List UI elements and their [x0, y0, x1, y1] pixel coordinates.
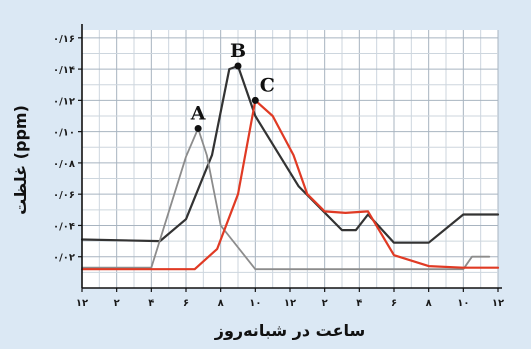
annotation-label-b: B: [230, 40, 246, 62]
series-line-2: [81, 127, 491, 271]
axes: [78, 24, 502, 292]
x-tick-label: ۶: [183, 298, 189, 309]
y-tick-label: ۰/۱۴: [53, 65, 75, 76]
x-tick-label: ۱۲: [284, 298, 296, 309]
y-axis-label: غلظت (ppm): [11, 105, 30, 215]
x-tick-label: ۸: [426, 298, 432, 309]
x-tick-label: ۱۰: [457, 298, 469, 309]
x-tick-label: ۱۰: [249, 298, 261, 309]
annotation-point-c: [251, 96, 259, 104]
x-tick-label: ۲: [114, 298, 120, 309]
series-line-3: [80, 99, 500, 271]
y-tick-labels: ۰/۰۲ ۰/۰۴ ۰/۰۶ ۰/۰۸ ۰/۱۰ ۰/۱۲ ۰/۱۴ ۰/۱۶: [53, 34, 75, 264]
x-tick-labels: ۱۲ ۲ ۴ ۶ ۸ ۱۰ ۱۲ ۲ ۴ ۶ ۸ ۱۰ ۱۲: [76, 298, 504, 309]
x-tick-label: ۴: [148, 298, 154, 309]
series-line-1: [80, 64, 500, 244]
x-tick-label: ۸: [218, 298, 224, 309]
y-tick-label: ۰/۰۴: [53, 221, 75, 232]
annotation-label-c: C: [260, 74, 275, 96]
y-tick-label: ۰/۰۸: [53, 159, 75, 170]
x-axis-label: ساعت در شبانه‌روز: [214, 321, 366, 340]
annotation-label-a: A: [190, 103, 206, 125]
grid-lines: [81, 30, 499, 288]
annotation-point-b: [234, 62, 242, 70]
y-tick-label: ۰/۰۲: [53, 253, 75, 264]
series-layer: [80, 64, 500, 271]
x-tick-label: ۲: [322, 298, 328, 309]
x-tick-label: ۱۲: [492, 298, 504, 309]
x-tick-label: ۱۲: [76, 298, 88, 309]
y-tick-label: ۰/۱۶: [53, 34, 75, 45]
x-tick-label: ۶: [391, 298, 397, 309]
annotation-layer: A BC: [190, 40, 275, 133]
annotation-point-a: [194, 125, 202, 133]
y-tick-label: ۰/۱۰: [53, 128, 75, 139]
y-tick-label: ۰/۱۲: [53, 96, 75, 107]
x-tick-label: ۴: [356, 298, 362, 309]
y-tick-label: ۰/۰۶: [53, 190, 75, 201]
